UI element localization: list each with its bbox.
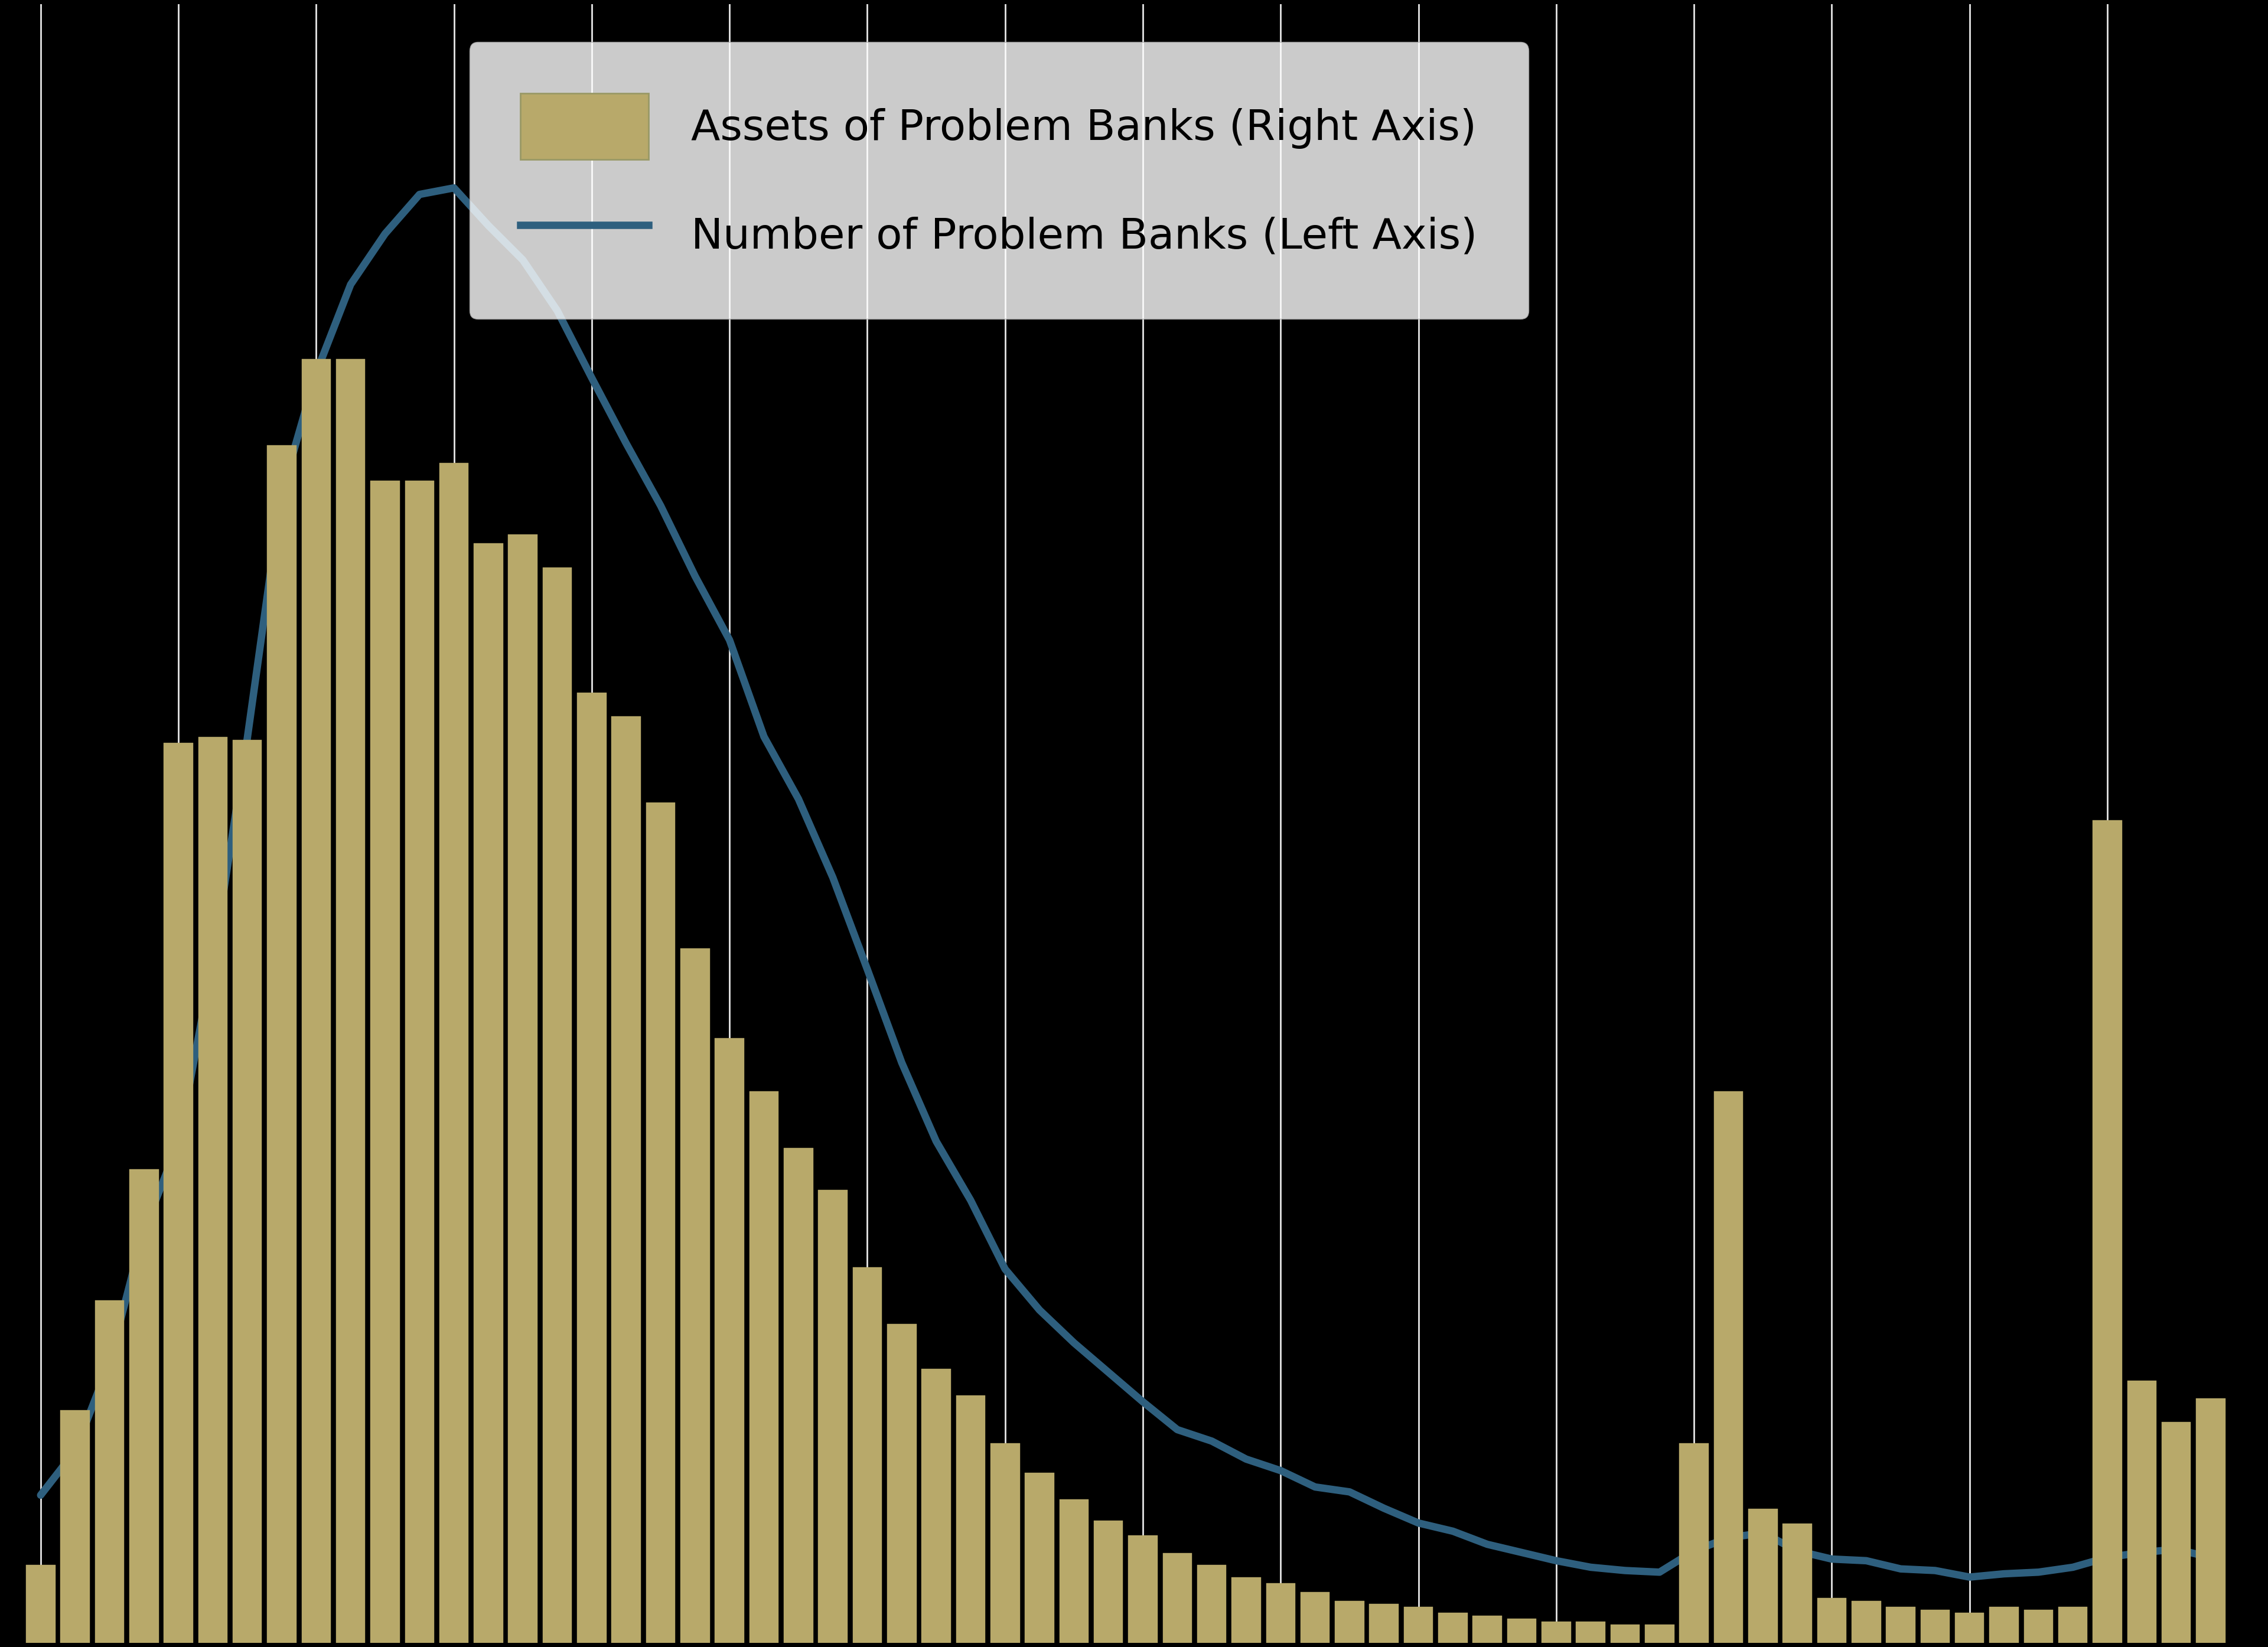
Bar bbox=[1644, 1624, 1674, 1642]
Bar bbox=[1610, 1624, 1640, 1642]
Bar bbox=[197, 738, 227, 1642]
Bar bbox=[1921, 1609, 1950, 1642]
Bar bbox=[1163, 1553, 1193, 1642]
Bar bbox=[991, 1443, 1021, 1642]
Bar bbox=[302, 359, 331, 1642]
Bar bbox=[576, 692, 606, 1642]
Bar bbox=[1989, 1607, 2019, 1642]
Bar bbox=[508, 535, 538, 1642]
Bar bbox=[887, 1324, 916, 1642]
Bar bbox=[440, 463, 469, 1642]
Bar bbox=[853, 1267, 882, 1642]
Bar bbox=[268, 445, 297, 1642]
Bar bbox=[542, 567, 572, 1642]
Bar bbox=[1955, 1612, 1984, 1642]
Bar bbox=[370, 481, 399, 1642]
Bar bbox=[1508, 1619, 1535, 1642]
Bar bbox=[234, 740, 261, 1642]
Bar bbox=[1336, 1601, 1363, 1642]
Bar bbox=[1232, 1578, 1261, 1642]
Bar bbox=[2023, 1609, 2053, 1642]
Bar bbox=[406, 481, 433, 1642]
Bar bbox=[129, 1169, 159, 1642]
Bar bbox=[819, 1189, 848, 1642]
Bar bbox=[1370, 1604, 1399, 1642]
Bar bbox=[474, 544, 503, 1642]
Legend: Assets of Problem Banks (Right Axis), Number of Problem Banks (Left Axis): Assets of Problem Banks (Right Axis), Nu… bbox=[469, 43, 1529, 320]
Bar bbox=[680, 949, 710, 1642]
Bar bbox=[612, 716, 642, 1642]
Bar bbox=[1783, 1523, 1812, 1642]
Bar bbox=[1678, 1443, 1708, 1642]
Bar bbox=[921, 1369, 950, 1642]
Bar bbox=[2195, 1398, 2225, 1642]
Bar bbox=[1300, 1593, 1329, 1642]
Bar bbox=[1266, 1583, 1295, 1642]
Bar bbox=[1093, 1520, 1123, 1642]
Bar bbox=[714, 1038, 744, 1642]
Bar bbox=[785, 1148, 812, 1642]
Bar bbox=[25, 1565, 54, 1642]
Bar bbox=[748, 1092, 778, 1642]
Bar bbox=[1576, 1622, 1606, 1642]
Bar bbox=[2127, 1380, 2157, 1642]
Bar bbox=[957, 1395, 984, 1642]
Bar bbox=[1472, 1616, 1501, 1642]
Bar bbox=[2093, 820, 2123, 1642]
Bar bbox=[336, 359, 365, 1642]
Bar bbox=[2161, 1423, 2191, 1642]
Bar bbox=[1715, 1092, 1744, 1642]
Bar bbox=[1749, 1509, 1778, 1642]
Bar bbox=[646, 802, 676, 1642]
Bar bbox=[1127, 1535, 1157, 1642]
Bar bbox=[1025, 1472, 1055, 1642]
Bar bbox=[95, 1299, 125, 1642]
Bar bbox=[2059, 1607, 2087, 1642]
Bar bbox=[1198, 1565, 1227, 1642]
Bar bbox=[1404, 1607, 1433, 1642]
Bar bbox=[61, 1410, 91, 1642]
Bar bbox=[1887, 1607, 1914, 1642]
Bar bbox=[1851, 1601, 1880, 1642]
Bar bbox=[1817, 1598, 1846, 1642]
Bar bbox=[163, 743, 193, 1642]
Bar bbox=[1438, 1612, 1467, 1642]
Bar bbox=[1542, 1622, 1572, 1642]
Bar bbox=[1059, 1500, 1089, 1642]
